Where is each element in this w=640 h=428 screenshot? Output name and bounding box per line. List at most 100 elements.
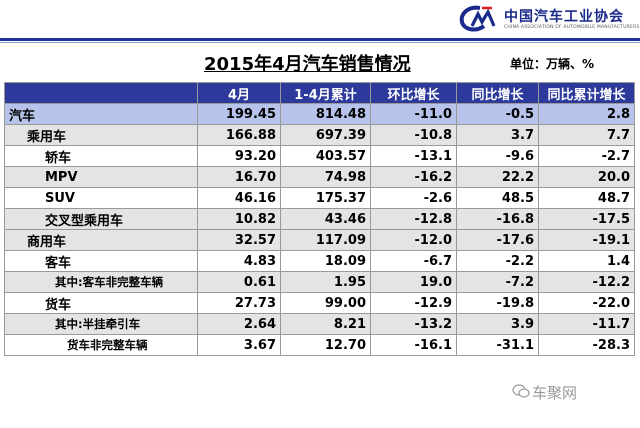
cell-yoy-cum: -17.5 [538,208,635,230]
cell-cumulative: 117.09 [280,229,371,251]
sales-table: 4月 1-4月累计 环比增长 同比增长 同比累计增长 汽车 199.45 814.4… [4,82,635,356]
cell-cumulative: 12.70 [280,334,371,356]
table-row: 其中:半挂牵引车 2.64 8.21 -13.2 3.9 -11.7 [4,313,635,335]
row-category: 货车非完整车辆 [4,334,198,356]
cell-yoy: -31.1 [456,334,539,356]
table-row: MPV 16.70 74.98 -16.2 22.2 20.0 [4,166,635,188]
cell-cumulative: 74.98 [280,166,371,188]
header-bar: 中国汽车工业协会 CHINA ASSOCIATION OF AUTOMOBILE… [0,0,640,38]
cell-yoy: -0.5 [456,103,539,125]
cell-mom: -11.0 [370,103,457,125]
cell-yoy-cum: -28.3 [538,334,635,356]
cell-april: 27.73 [197,292,281,314]
row-category: 汽车 [4,103,198,125]
table-row: 乘用车 166.88 697.39 -10.8 3.7 7.7 [4,124,635,146]
row-category: 客车 [4,250,198,272]
org-name-en: CHINA ASSOCIATION OF AUTOMOBILE MANUFACT… [504,25,640,30]
cell-yoy: 3.7 [456,124,539,146]
table-header-row: 4月 1-4月累计 环比增长 同比增长 同比累计增长 [4,82,635,104]
cell-mom: 19.0 [370,271,457,293]
cell-yoy-cum: 48.7 [538,187,635,209]
col-header-category [4,82,198,104]
page-title: 2015年4月汽车销售情况 [204,54,411,75]
cell-yoy-cum: -19.1 [538,229,635,251]
cell-yoy-cum: 7.7 [538,124,635,146]
caam-logo-icon [459,5,496,32]
cell-yoy-cum: 2.8 [538,103,635,125]
cell-cumulative: 1.95 [280,271,371,293]
cell-mom: -6.7 [370,250,457,272]
cell-yoy: -17.6 [456,229,539,251]
header-rule [0,38,640,41]
row-category: 轿车 [4,145,198,167]
cell-mom: -12.9 [370,292,457,314]
cell-april: 166.88 [197,124,281,146]
cell-cumulative: 18.09 [280,250,371,272]
table-row: SUV 46.16 175.37 -2.6 48.5 48.7 [4,187,635,209]
row-category: MPV [4,166,198,188]
col-header-cumulative: 1-4月累计 [280,82,371,104]
cell-yoy: -2.2 [456,250,539,272]
table-row: 货车非完整车辆 3.67 12.70 -16.1 -31.1 -28.3 [4,334,635,356]
cell-yoy-cum: -12.2 [538,271,635,293]
cell-cumulative: 43.46 [280,208,371,230]
cell-mom: -12.8 [370,208,457,230]
table-row: 客车 4.83 18.09 -6.7 -2.2 1.4 [4,250,635,272]
table-row: 轿车 93.20 403.57 -13.1 -9.6 -2.7 [4,145,635,167]
cell-april: 93.20 [197,145,281,167]
cell-yoy: 48.5 [456,187,539,209]
watermark-text: 车聚网 [532,384,578,402]
cell-yoy: -19.8 [456,292,539,314]
cell-cumulative: 175.37 [280,187,371,209]
row-category: 其中:客车非完整车辆 [4,271,198,293]
cell-mom: -13.2 [370,313,457,335]
cell-yoy-cum: -22.0 [538,292,635,314]
cell-yoy: -9.6 [456,145,539,167]
table-row: 交叉型乘用车 10.82 43.46 -12.8 -16.8 -17.5 [4,208,635,230]
cell-mom: -13.1 [370,145,457,167]
cell-yoy-cum: 1.4 [538,250,635,272]
row-category: 货车 [4,292,198,314]
row-category: 交叉型乘用车 [4,208,198,230]
cell-mom: -10.8 [370,124,457,146]
header-rule-thin [0,42,640,43]
cell-april: 199.45 [197,103,281,125]
col-header-april: 4月 [197,82,281,104]
org-logo: 中国汽车工业协会 CHINA ASSOCIATION OF AUTOMOBILE… [458,4,640,34]
cell-cumulative: 8.21 [280,313,371,335]
cell-april: 3.67 [197,334,281,356]
cell-april: 46.16 [197,187,281,209]
cell-april: 4.83 [197,250,281,272]
cell-mom: -12.0 [370,229,457,251]
cell-yoy: 22.2 [456,166,539,188]
cell-cumulative: 814.48 [280,103,371,125]
table-row: 货车 27.73 99.00 -12.9 -19.8 -22.0 [4,292,635,314]
col-header-mom: 环比增长 [370,82,457,104]
cell-april: 2.64 [197,313,281,335]
col-header-yoy: 同比增长 [456,82,539,104]
unit-label: 单位：万辆、% [510,57,595,71]
cell-yoy-cum: -2.7 [538,145,635,167]
row-category: 商用车 [4,229,198,251]
table-row: 其中:客车非完整车辆 0.61 1.95 19.0 -7.2 -12.2 [4,271,635,293]
cell-april: 0.61 [197,271,281,293]
row-category: 乘用车 [4,124,198,146]
row-category: 其中:半挂牵引车 [4,313,198,335]
cell-yoy-cum: 20.0 [538,166,635,188]
org-name: 中国汽车工业协会 [504,9,624,25]
cell-yoy: -7.2 [456,271,539,293]
table-row: 商用车 32.57 117.09 -12.0 -17.6 -19.1 [4,229,635,251]
cell-april: 10.82 [197,208,281,230]
cell-yoy: 3.9 [456,313,539,335]
col-header-yoy-cum: 同比累计增长 [538,82,635,104]
cell-april: 32.57 [197,229,281,251]
cell-cumulative: 403.57 [280,145,371,167]
cell-yoy: -16.8 [456,208,539,230]
wechat-icon [512,384,530,398]
cell-yoy-cum: -11.7 [538,313,635,335]
cell-mom: -2.6 [370,187,457,209]
cell-cumulative: 99.00 [280,292,371,314]
cell-mom: -16.1 [370,334,457,356]
table-row: 汽车 199.45 814.48 -11.0 -0.5 2.8 [4,103,635,125]
cell-cumulative: 697.39 [280,124,371,146]
